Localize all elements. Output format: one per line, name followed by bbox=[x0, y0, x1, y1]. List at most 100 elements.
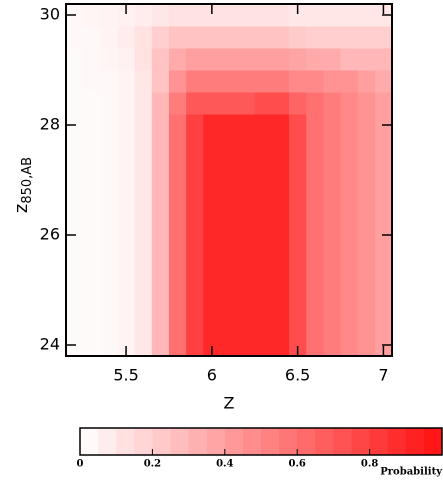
heat-cell bbox=[323, 202, 342, 225]
heat-cell bbox=[83, 136, 101, 159]
colorbar-step bbox=[134, 428, 153, 455]
heat-cell bbox=[100, 224, 118, 247]
heat-cell bbox=[237, 268, 256, 291]
heat-cell bbox=[220, 92, 239, 115]
heat-cell bbox=[357, 246, 376, 269]
colorbar-step bbox=[261, 428, 280, 455]
heat-cell bbox=[203, 114, 221, 137]
heat-cell bbox=[134, 290, 153, 313]
heat-cell bbox=[220, 334, 239, 357]
heat-cell bbox=[151, 180, 170, 203]
heat-cell bbox=[151, 92, 170, 115]
heat-cell bbox=[100, 312, 118, 335]
heat-cell bbox=[117, 26, 136, 49]
heat-cell bbox=[168, 180, 187, 203]
heat-cell bbox=[151, 136, 170, 159]
heat-cell bbox=[100, 70, 118, 93]
heat-cell bbox=[83, 312, 101, 335]
x-tick-label: 5.5 bbox=[113, 366, 138, 385]
heat-cell bbox=[237, 70, 256, 93]
heat-cell bbox=[100, 48, 118, 71]
heat-cell bbox=[100, 26, 118, 49]
heat-cell bbox=[289, 92, 307, 115]
heat-cell bbox=[254, 92, 273, 115]
heat-cell bbox=[66, 268, 84, 291]
heat-cell bbox=[66, 312, 84, 335]
heat-cell bbox=[83, 268, 101, 291]
heat-cell bbox=[271, 180, 290, 203]
y-axis-label-sub: 850,AB bbox=[20, 157, 35, 204]
colorbar-step bbox=[206, 428, 226, 455]
heat-cell bbox=[220, 202, 239, 225]
heat-cell bbox=[237, 92, 256, 115]
heat-cell bbox=[254, 202, 273, 225]
heat-cell bbox=[203, 268, 221, 291]
heat-cell bbox=[151, 48, 170, 71]
heat-cell bbox=[100, 246, 118, 269]
heat-cell bbox=[237, 312, 256, 335]
heat-cell bbox=[374, 158, 393, 181]
heat-cell bbox=[203, 180, 221, 203]
heat-cell bbox=[357, 70, 376, 93]
heat-cell bbox=[306, 202, 324, 225]
heat-cell bbox=[168, 92, 187, 115]
heat-cell bbox=[271, 48, 290, 71]
heat-cell bbox=[66, 246, 84, 269]
heat-cell bbox=[186, 70, 204, 93]
heat-cell bbox=[374, 202, 393, 225]
heat-cell bbox=[134, 70, 153, 93]
y-axis-label-main: z bbox=[11, 204, 32, 213]
y-tick-label: 28 bbox=[40, 115, 60, 134]
heat-cell bbox=[289, 136, 307, 159]
heat-cell bbox=[66, 136, 84, 159]
heat-cell bbox=[323, 114, 342, 137]
heat-cell bbox=[168, 202, 187, 225]
heat-cell bbox=[289, 4, 307, 27]
heat-cell bbox=[271, 268, 290, 291]
heat-cell bbox=[203, 312, 221, 335]
heat-cell bbox=[100, 334, 118, 357]
heat-cell bbox=[306, 334, 324, 357]
heat-cell bbox=[340, 114, 359, 137]
heat-cell bbox=[83, 202, 101, 225]
heat-cell bbox=[66, 290, 84, 313]
heat-cell bbox=[134, 26, 153, 49]
heat-cell bbox=[151, 312, 170, 335]
heat-cell bbox=[134, 4, 153, 27]
heat-cell bbox=[117, 224, 136, 247]
heat-cell bbox=[340, 268, 359, 291]
heat-cell bbox=[289, 334, 307, 357]
colorbar-tick-label: 0.2 bbox=[144, 459, 161, 470]
heat-cell bbox=[357, 334, 376, 357]
heat-cell bbox=[134, 312, 153, 335]
heat-cell bbox=[151, 4, 170, 27]
heat-cell bbox=[237, 334, 256, 357]
heat-cell bbox=[289, 158, 307, 181]
heat-cell bbox=[83, 290, 101, 313]
colorbar-tick-label: 0 bbox=[77, 459, 84, 470]
heat-cell bbox=[168, 70, 187, 93]
heat-cell bbox=[340, 290, 359, 313]
heat-cell bbox=[168, 48, 187, 71]
heat-cell bbox=[151, 290, 170, 313]
heat-cell bbox=[83, 246, 101, 269]
heat-cell bbox=[271, 202, 290, 225]
heat-cell bbox=[340, 158, 359, 181]
heat-cell bbox=[220, 48, 239, 71]
heat-cell bbox=[100, 92, 118, 115]
heat-cell bbox=[151, 114, 170, 137]
heat-cell bbox=[186, 224, 204, 247]
x-tick-label: 6 bbox=[207, 366, 217, 385]
heat-cell bbox=[66, 26, 84, 49]
heat-cell bbox=[323, 26, 342, 49]
heat-cell bbox=[306, 136, 324, 159]
heat-cell bbox=[220, 268, 239, 291]
heat-cell bbox=[254, 224, 273, 247]
heat-cell bbox=[134, 136, 153, 159]
y-axis-label: z850,AB bbox=[11, 157, 35, 213]
heat-cell bbox=[374, 312, 393, 335]
heat-cell bbox=[340, 224, 359, 247]
heat-cell bbox=[134, 202, 153, 225]
heat-cell bbox=[323, 268, 342, 291]
heat-cell bbox=[254, 114, 273, 137]
